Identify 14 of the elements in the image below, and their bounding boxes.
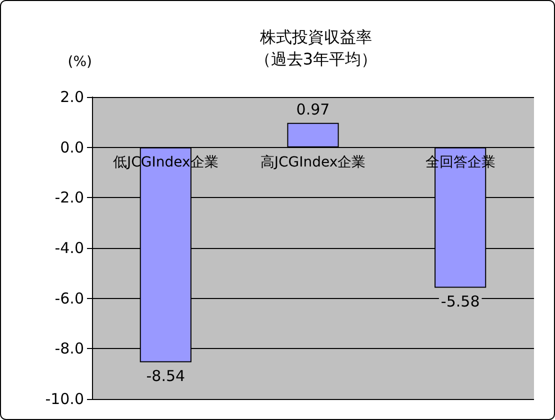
y-tick-label: 2.0: [60, 88, 84, 106]
x-tick-label: 高JCGIndex企業: [260, 154, 366, 170]
data-label: -8.54: [146, 366, 186, 385]
y-tick-label: -8.0: [54, 340, 84, 358]
data-label: -5.58: [440, 292, 480, 310]
chart-subtitle: （過去3年平均）: [254, 50, 378, 68]
chart-title: 株式投資収益率: [259, 28, 372, 46]
y-tick-label: -4.0: [54, 239, 84, 257]
y-tick-label: -2.0: [54, 188, 84, 207]
y-tick-label: 0.0: [60, 138, 84, 156]
y-axis-title: (%): [68, 54, 92, 70]
y-tick-label: -6.0: [54, 289, 84, 308]
y-tick-label: -10.0: [45, 390, 84, 408]
data-label: 0.97: [296, 100, 330, 118]
